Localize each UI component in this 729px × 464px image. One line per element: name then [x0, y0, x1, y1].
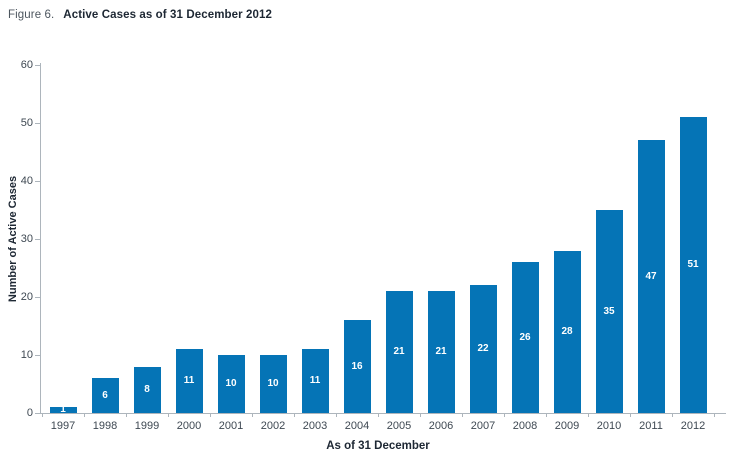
y-tick-mark	[35, 123, 41, 124]
y-tick-label: 30	[20, 233, 33, 245]
bar-value-label: 1	[60, 404, 66, 415]
x-tick-mark	[462, 413, 463, 417]
bar-value-label: 47	[645, 270, 657, 282]
x-tick-mark	[378, 413, 379, 417]
x-tick-mark	[714, 413, 715, 417]
x-tick-label: 1997	[50, 420, 76, 432]
x-tick-label: 2002	[260, 420, 286, 432]
bar-value-label: 22	[477, 343, 489, 354]
x-tick-mark	[84, 413, 85, 417]
bar-value-label: 10	[225, 378, 237, 389]
y-tick-label: 20	[20, 291, 33, 303]
bar-value-label: 26	[519, 331, 531, 343]
bar-2011: 47	[637, 140, 665, 413]
x-tick-label: 2001	[218, 420, 244, 432]
x-tick-mark	[168, 413, 169, 417]
bar-value-label: 10	[267, 378, 279, 389]
figure-title-text: Active Cases as of 31 December 2012	[63, 9, 273, 21]
bar-value-label: 21	[393, 346, 405, 357]
x-tick-label: 2010	[596, 420, 622, 432]
bar-value-label: 35	[603, 305, 615, 317]
x-tick-label: 2007	[470, 420, 496, 432]
bar-2001: 10	[217, 355, 245, 413]
x-tick-label: 1998	[92, 420, 118, 432]
bar-2005: 21	[385, 291, 413, 413]
x-tick-label: 2003	[302, 420, 328, 432]
y-tick-mark	[35, 65, 41, 66]
bar-value-label: 8	[144, 384, 150, 395]
x-tick-label: 2009	[554, 420, 580, 432]
x-tick-mark	[630, 413, 631, 417]
x-tick-mark	[210, 413, 211, 417]
bar-value-label: 6	[102, 389, 108, 401]
x-tick-mark	[588, 413, 589, 417]
bar-1997: 1	[49, 404, 77, 415]
bar-value-label: 21	[435, 346, 447, 357]
x-tick-mark	[504, 413, 505, 417]
x-tick-label: 2000	[176, 420, 202, 432]
figure-caption: Figure 6. Active Cases as of 31 December …	[8, 9, 272, 21]
x-tick-mark	[672, 413, 673, 417]
bar-2000: 11	[175, 349, 203, 413]
x-tick-mark	[294, 413, 295, 417]
bar-2002: 10	[259, 355, 287, 413]
x-tick-label: 1999	[134, 420, 160, 432]
bar-2007: 22	[469, 285, 497, 413]
y-tick-mark	[35, 413, 41, 414]
x-tick-label: 2005	[386, 420, 412, 432]
bar-2008: 26	[511, 262, 539, 413]
bar-2012: 51	[679, 117, 707, 413]
x-axis-title: As of 31 December	[326, 440, 430, 452]
y-axis-line	[40, 63, 41, 414]
y-tick-label: 60	[20, 59, 33, 71]
y-tick-mark	[35, 239, 41, 240]
x-tick-mark	[420, 413, 421, 417]
y-tick-label: 50	[20, 117, 33, 129]
bar-2009: 28	[553, 251, 581, 413]
y-tick-mark	[35, 181, 41, 182]
bar-value-label: 51	[687, 259, 699, 270]
y-tick-label: 10	[20, 349, 33, 361]
y-tick-label: 0	[26, 407, 33, 419]
x-tick-mark	[336, 413, 337, 417]
bar-1998: 6	[91, 378, 119, 413]
y-tick-label: 40	[20, 175, 33, 187]
x-tick-label: 2006	[428, 420, 454, 432]
x-tick-label: 2008	[512, 420, 538, 432]
x-tick-mark	[42, 413, 43, 417]
bar-1999: 8	[133, 367, 161, 413]
y-tick-mark	[35, 297, 41, 298]
bar-2003: 11	[301, 349, 329, 413]
bar-2006: 21	[427, 291, 455, 413]
bar-value-label: 11	[309, 375, 321, 386]
bar-2010: 35	[595, 210, 623, 413]
bar-value-label: 16	[351, 360, 363, 372]
x-tick-mark	[546, 413, 547, 417]
bar-value-label: 11	[183, 375, 195, 386]
x-tick-label: 2012	[680, 420, 706, 432]
x-tick-mark	[126, 413, 127, 417]
bar-value-label: 28	[561, 326, 573, 337]
figure-number-label: Figure 6.	[8, 9, 55, 21]
x-tick-label: 2011	[639, 420, 663, 432]
x-tick-mark	[252, 413, 253, 417]
x-tick-label: 2004	[344, 420, 370, 432]
x-axis-line	[40, 413, 726, 414]
y-tick-mark	[35, 355, 41, 356]
bar-2004: 16	[343, 320, 371, 413]
